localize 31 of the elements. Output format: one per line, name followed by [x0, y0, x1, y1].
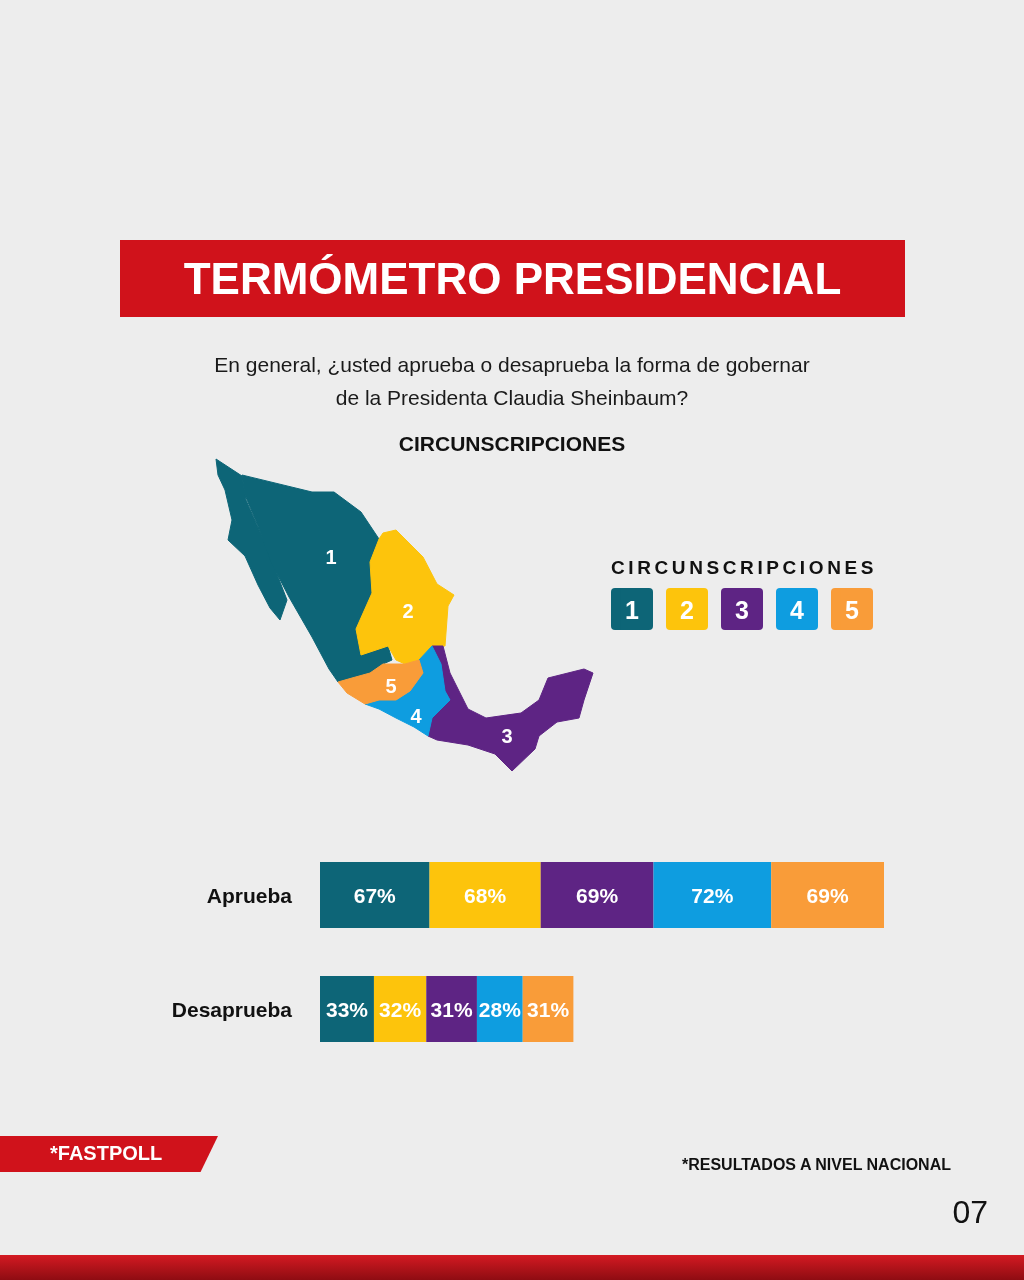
- data-label: 31%: [430, 997, 473, 1021]
- legend-label: 4: [790, 596, 805, 624]
- bar: [653, 862, 772, 928]
- bar: [540, 862, 654, 928]
- data-label: 28%: [478, 997, 522, 1021]
- legend-label: 1: [625, 596, 640, 624]
- y-tick-label: Aprueba: [206, 883, 293, 907]
- chart-title: TERMÓMETRO PRESIDENCIAL: [182, 254, 843, 303]
- text: *RESULTADOS A NIVEL NACIONAL: [680, 1156, 951, 1174]
- legend-title: CIRCUNSCRIPCIONES: [611, 557, 878, 579]
- bar: [426, 976, 477, 1042]
- data-label: 68%: [464, 883, 507, 907]
- y-tick-label: Desaprueba: [171, 997, 293, 1021]
- legend-label: 3: [735, 596, 749, 624]
- legend-label: 2: [680, 596, 694, 624]
- data-label: 31%: [527, 997, 570, 1021]
- data-label: 32%: [379, 997, 422, 1021]
- text: CIRCUNSCRIPCIONES: [397, 432, 627, 456]
- bar: [320, 862, 430, 928]
- data-label: 67%: [353, 883, 397, 907]
- mexico-map: 1 2 3 4 5: [215, 458, 594, 772]
- bar: [429, 862, 541, 928]
- text: 07: [951, 1194, 988, 1231]
- data-label: 33%: [325, 997, 369, 1021]
- bar: [771, 862, 884, 928]
- data-label: 69%: [806, 883, 849, 907]
- legend-label: 5: [845, 596, 860, 624]
- data-label: 72%: [691, 883, 734, 907]
- text: *FASTPOLL: [50, 1142, 163, 1165]
- data-label: 69%: [576, 883, 619, 907]
- chart-subtitle: En general, ¿usted aprueba o desaprueba la forma de gobernar de la Presidenta Claudia Sheinbaum?: [213, 352, 811, 411]
